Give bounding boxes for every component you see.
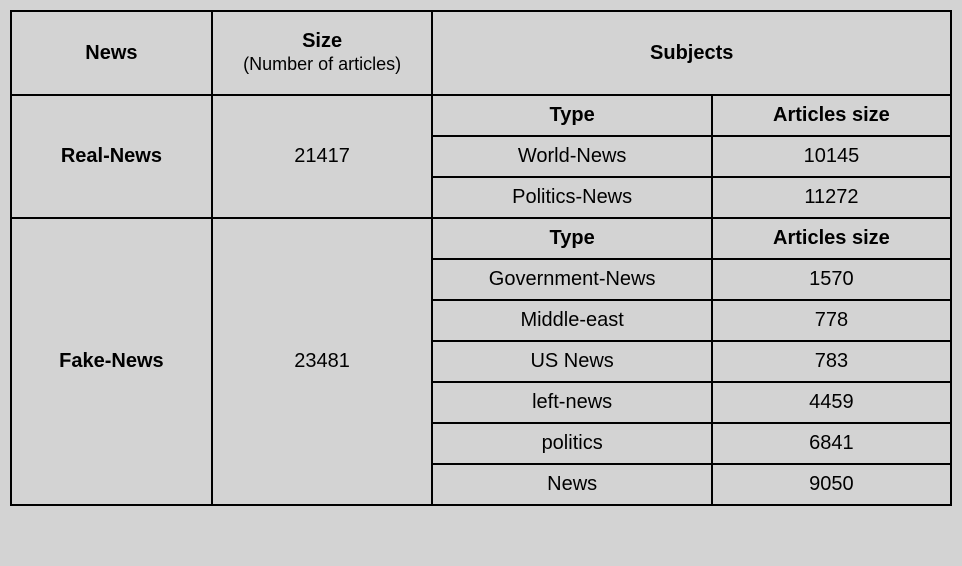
header-size-main: Size: [302, 30, 342, 52]
subheader-type: Type: [432, 218, 711, 259]
header-size: Size (Number of articles): [212, 11, 433, 95]
cell-type: politics: [432, 423, 711, 464]
real-news-label: Real-News: [11, 95, 212, 218]
table-row: Fake-News 23481 Type Articles size: [11, 218, 951, 259]
cell-type: US News: [432, 341, 711, 382]
fake-news-label: Fake-News: [11, 218, 212, 505]
real-news-size: 21417: [212, 95, 433, 218]
header-size-sub: (Number of articles): [243, 54, 401, 74]
subheader-articles-size: Articles size: [712, 95, 951, 136]
cell-size: 4459: [712, 382, 951, 423]
news-table: News Size (Number of articles) Subjects …: [10, 10, 952, 506]
cell-size: 11272: [712, 177, 951, 218]
cell-type: Middle-east: [432, 300, 711, 341]
table-row: Real-News 21417 Type Articles size: [11, 95, 951, 136]
cell-size: 6841: [712, 423, 951, 464]
cell-size: 778: [712, 300, 951, 341]
cell-size: 1570: [712, 259, 951, 300]
header-subjects: Subjects: [432, 11, 951, 95]
cell-size: 783: [712, 341, 951, 382]
subheader-articles-size: Articles size: [712, 218, 951, 259]
cell-type: Politics-News: [432, 177, 711, 218]
cell-type: World-News: [432, 136, 711, 177]
header-news: News: [11, 11, 212, 95]
cell-type: News: [432, 464, 711, 505]
cell-type: left-news: [432, 382, 711, 423]
cell-type: Government-News: [432, 259, 711, 300]
header-row: News Size (Number of articles) Subjects: [11, 11, 951, 95]
subheader-type: Type: [432, 95, 711, 136]
cell-size: 10145: [712, 136, 951, 177]
cell-size: 9050: [712, 464, 951, 505]
fake-news-size: 23481: [212, 218, 433, 505]
